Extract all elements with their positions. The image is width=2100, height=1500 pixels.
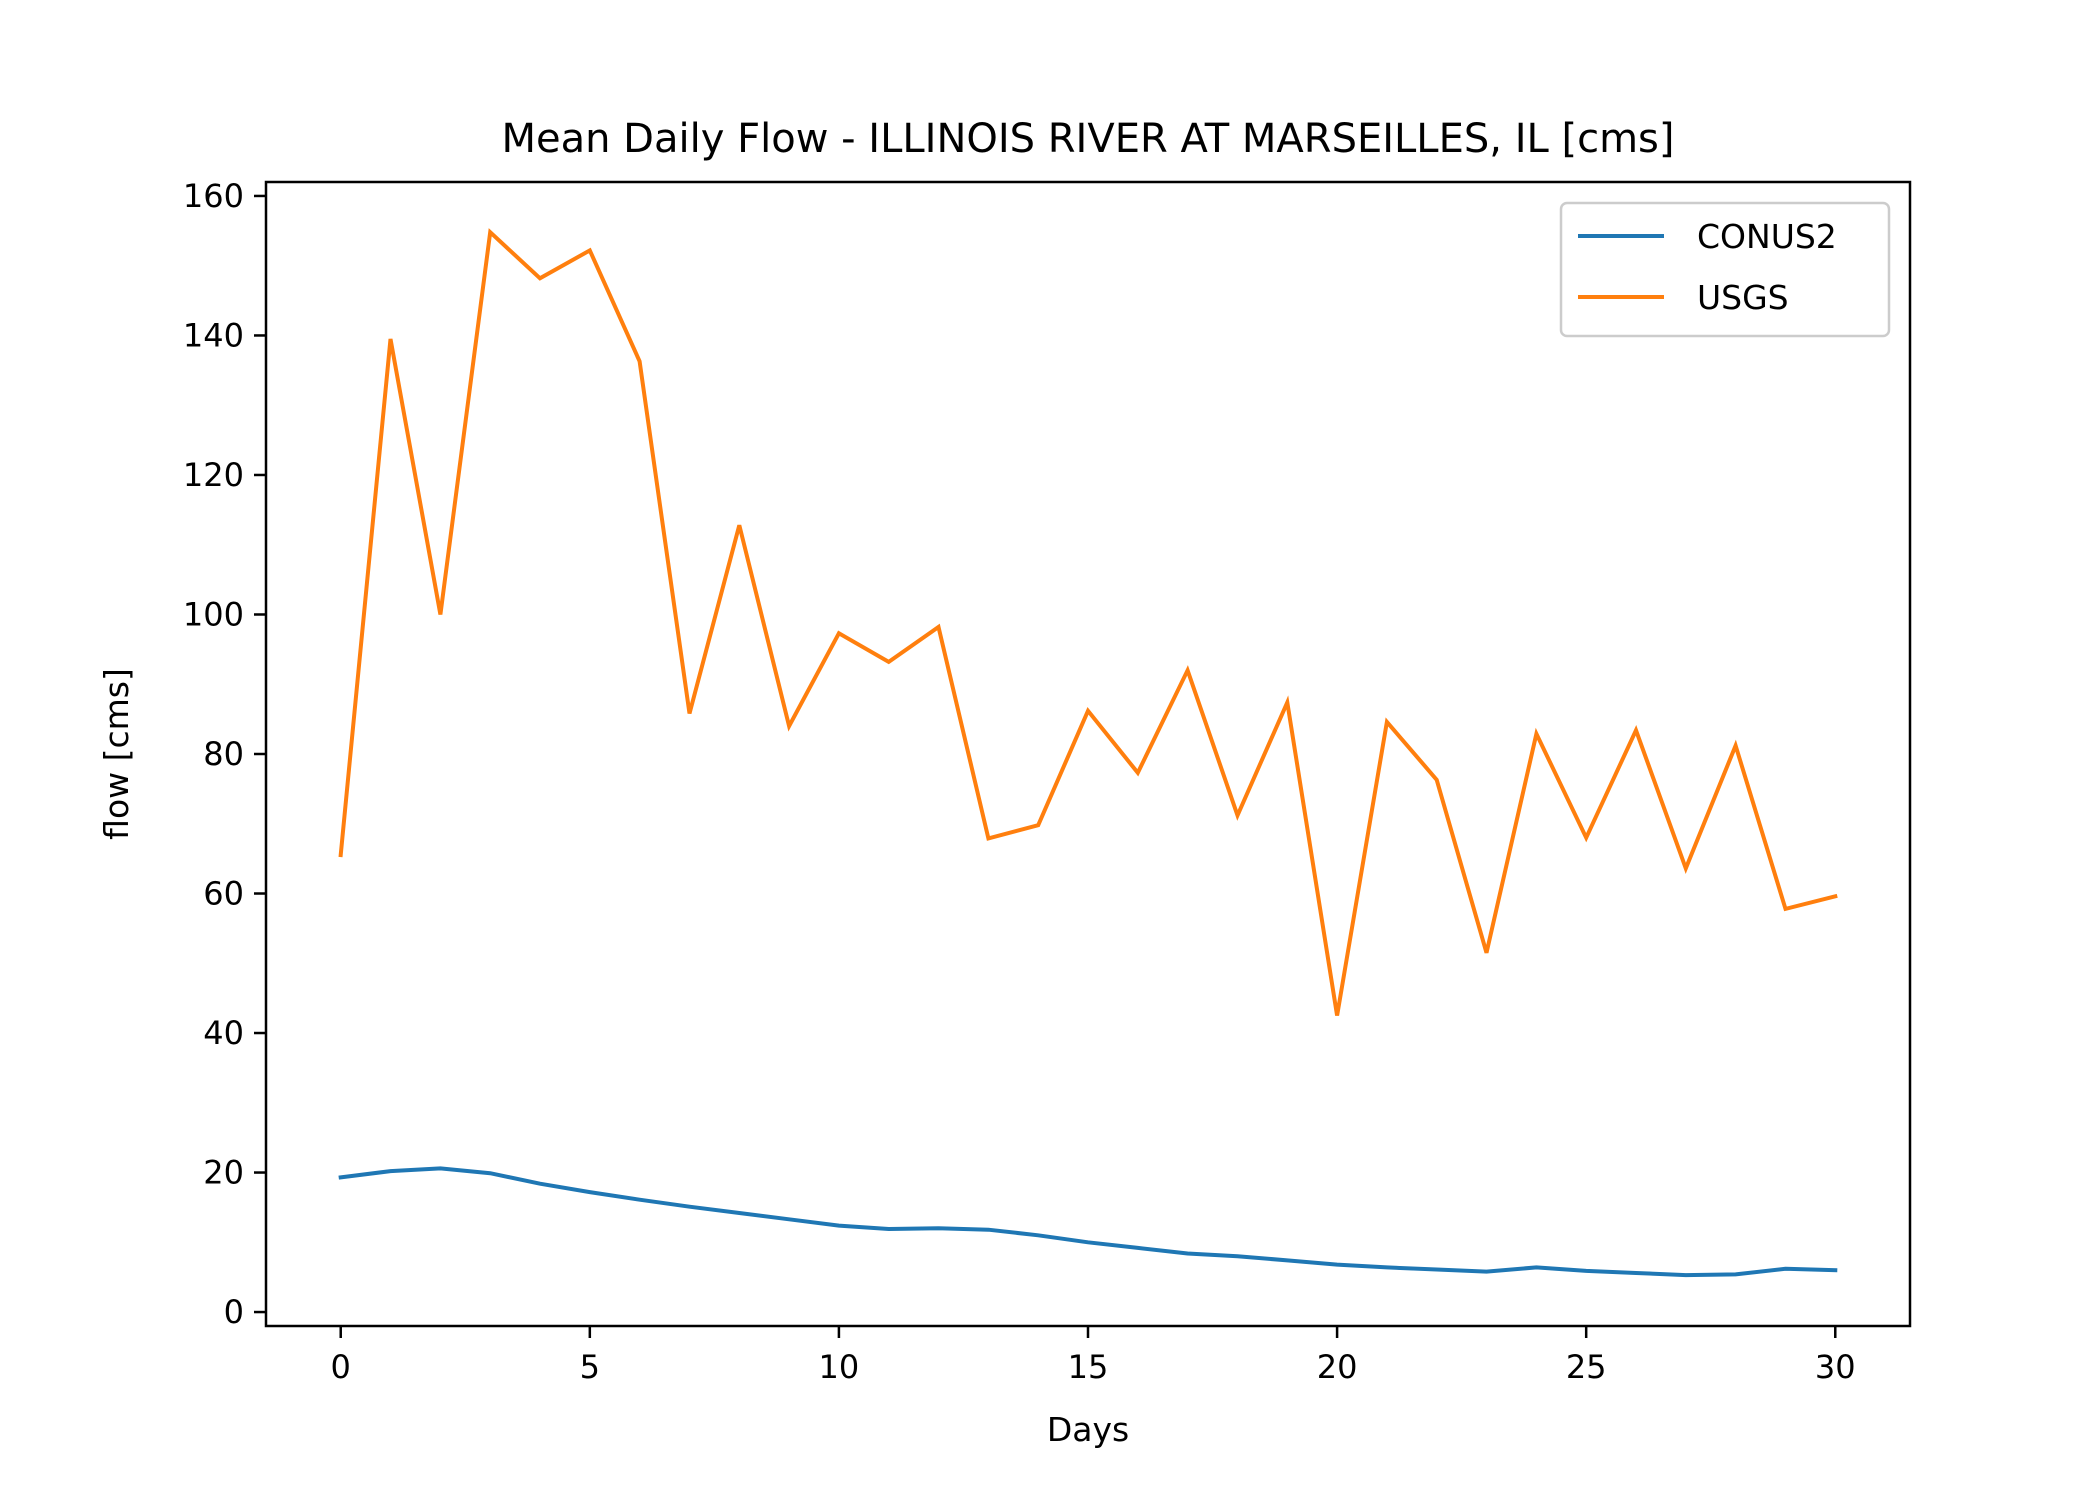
x-tick-label: 0 xyxy=(331,1348,351,1386)
x-tick-label: 15 xyxy=(1068,1348,1109,1386)
x-tick-label: 20 xyxy=(1317,1348,1358,1386)
x-tick-label: 5 xyxy=(580,1348,600,1386)
x-tick-label: 30 xyxy=(1815,1348,1856,1386)
legend-label: CONUS2 xyxy=(1697,217,1837,256)
y-axis: 0 20 40 60 80 100 120 140 160 xyxy=(183,177,266,1331)
y-tick-label: 140 xyxy=(183,316,244,354)
legend: CONUS2 USGS xyxy=(1559,201,1891,338)
plot-lines xyxy=(338,228,1838,1278)
y-tick-label: 80 xyxy=(203,735,244,773)
x-tick-label: 10 xyxy=(819,1348,860,1386)
plot-frame xyxy=(264,180,1912,1328)
y-tick-label: 160 xyxy=(183,177,244,215)
x-axis-label: Days xyxy=(1047,1410,1129,1449)
series-line-conus2 xyxy=(338,1166,1838,1278)
chart-title: Mean Daily Flow - ILLINOIS RIVER AT MARS… xyxy=(501,116,1674,162)
y-tick-label: 0 xyxy=(224,1293,244,1331)
y-tick-label: 120 xyxy=(183,456,244,494)
y-tick-label: 60 xyxy=(203,875,244,913)
series-line-usgs xyxy=(338,228,1838,1016)
y-axis-label: flow [cms] xyxy=(97,668,136,840)
y-tick-label: 40 xyxy=(203,1014,244,1052)
y-tick-label: 20 xyxy=(203,1154,244,1192)
x-tick-label: 25 xyxy=(1566,1348,1607,1386)
y-tick-label: 100 xyxy=(183,595,244,633)
x-axis: 0 5 10 15 20 25 30 xyxy=(331,1326,1856,1386)
legend-label: USGS xyxy=(1697,278,1789,317)
